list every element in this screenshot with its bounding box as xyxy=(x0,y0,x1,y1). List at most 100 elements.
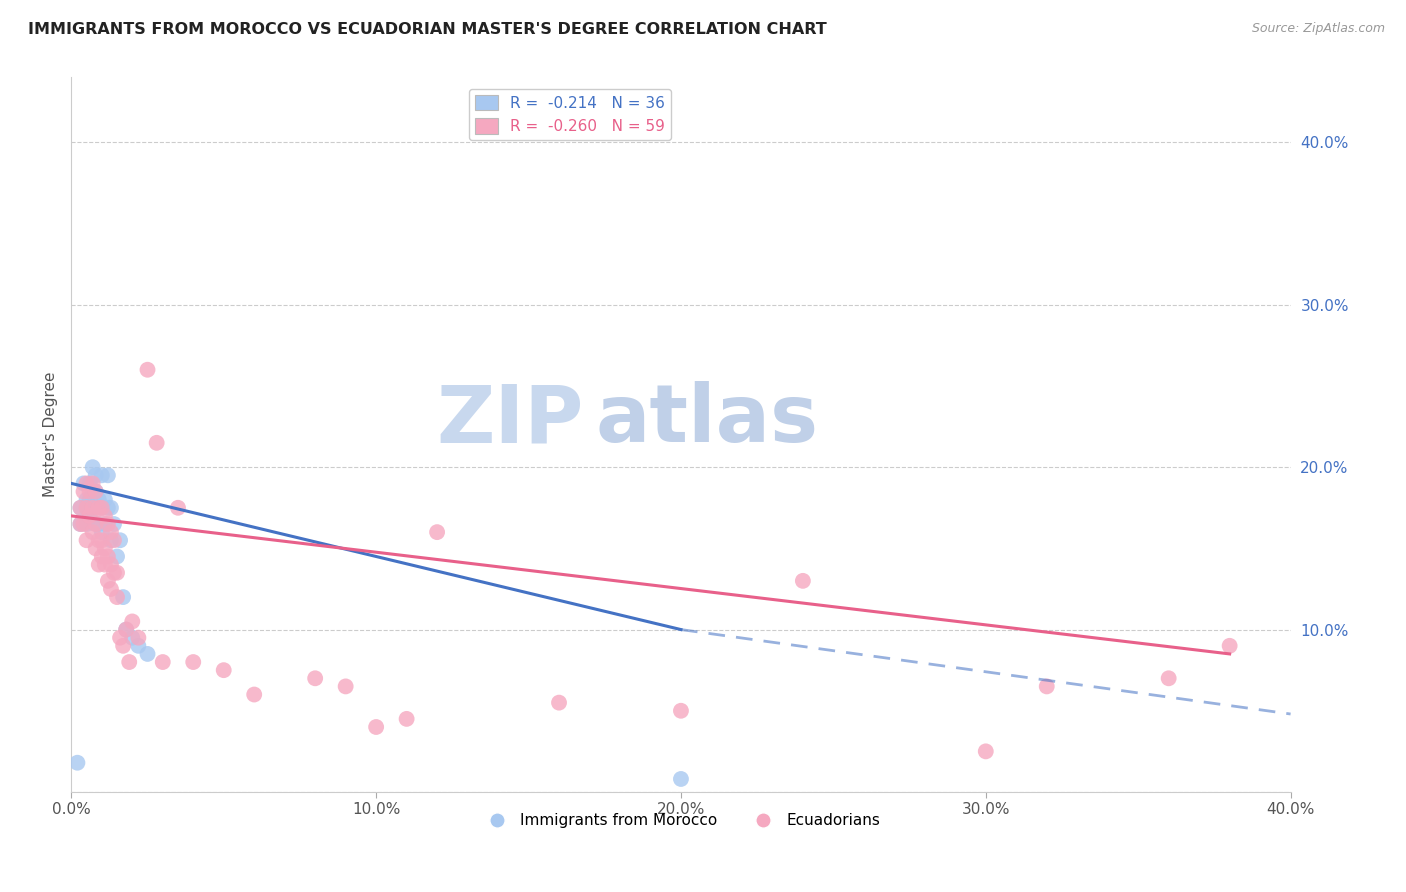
Point xyxy=(152,655,174,669)
Point xyxy=(121,615,143,629)
Point xyxy=(76,500,98,515)
Point xyxy=(90,549,112,564)
Point xyxy=(118,655,141,669)
Point xyxy=(66,756,89,770)
Point xyxy=(87,500,110,515)
Legend: Immigrants from Morocco, Ecuadorians: Immigrants from Morocco, Ecuadorians xyxy=(475,807,886,834)
Point xyxy=(76,500,98,515)
Point xyxy=(108,533,131,548)
Point xyxy=(82,484,104,499)
Point xyxy=(90,525,112,540)
Point xyxy=(90,500,112,515)
Point xyxy=(335,680,357,694)
Point xyxy=(127,639,149,653)
Point xyxy=(72,484,94,499)
Point xyxy=(136,647,159,661)
Point xyxy=(82,500,104,515)
Point xyxy=(97,516,120,531)
Point xyxy=(426,525,449,540)
Point xyxy=(669,704,692,718)
Point xyxy=(112,590,135,604)
Point xyxy=(84,468,107,483)
Point xyxy=(87,516,110,531)
Point xyxy=(181,655,204,669)
Point xyxy=(108,631,131,645)
Point xyxy=(548,696,571,710)
Point xyxy=(97,574,120,588)
Point xyxy=(79,492,101,507)
Point xyxy=(97,500,120,515)
Point xyxy=(105,549,128,564)
Point xyxy=(84,484,107,499)
Point xyxy=(100,558,122,572)
Point xyxy=(84,541,107,556)
Point xyxy=(304,671,326,685)
Point xyxy=(79,508,101,523)
Point xyxy=(84,516,107,531)
Point xyxy=(97,549,120,564)
Point xyxy=(974,744,997,758)
Point xyxy=(84,484,107,499)
Text: atlas: atlas xyxy=(596,382,818,459)
Point xyxy=(94,558,117,572)
Point xyxy=(103,533,125,548)
Point xyxy=(100,582,122,596)
Point xyxy=(1035,680,1057,694)
Point xyxy=(76,533,98,548)
Point xyxy=(100,533,122,548)
Point xyxy=(69,500,91,515)
Point xyxy=(76,476,98,491)
Point xyxy=(115,623,138,637)
Point xyxy=(395,712,418,726)
Point xyxy=(127,631,149,645)
Point xyxy=(82,500,104,515)
Point xyxy=(1219,639,1241,653)
Point xyxy=(90,468,112,483)
Point xyxy=(69,516,91,531)
Point xyxy=(112,639,135,653)
Point xyxy=(136,363,159,377)
Point xyxy=(366,720,388,734)
Point xyxy=(100,500,122,515)
Point xyxy=(94,508,117,523)
Point xyxy=(87,533,110,548)
Point xyxy=(90,500,112,515)
Point xyxy=(82,525,104,540)
Point xyxy=(87,558,110,572)
Point xyxy=(105,590,128,604)
Text: Source: ZipAtlas.com: Source: ZipAtlas.com xyxy=(1251,22,1385,36)
Point xyxy=(103,516,125,531)
Point xyxy=(79,476,101,491)
Point xyxy=(145,435,167,450)
Point xyxy=(82,476,104,491)
Point xyxy=(69,516,91,531)
Point xyxy=(212,663,235,677)
Text: IMMIGRANTS FROM MOROCCO VS ECUADORIAN MASTER'S DEGREE CORRELATION CHART: IMMIGRANTS FROM MOROCCO VS ECUADORIAN MA… xyxy=(28,22,827,37)
Point xyxy=(72,516,94,531)
Point xyxy=(82,460,104,475)
Point xyxy=(94,492,117,507)
Point xyxy=(167,500,190,515)
Point xyxy=(94,541,117,556)
Point xyxy=(243,688,266,702)
Point xyxy=(72,476,94,491)
Text: ZIP: ZIP xyxy=(436,382,583,459)
Point xyxy=(84,516,107,531)
Point xyxy=(115,623,138,637)
Point xyxy=(79,508,101,523)
Point xyxy=(105,566,128,580)
Point xyxy=(76,492,98,507)
Point xyxy=(669,772,692,786)
Point xyxy=(792,574,814,588)
Point xyxy=(1157,671,1180,685)
Point xyxy=(79,484,101,499)
Point xyxy=(87,492,110,507)
Point xyxy=(97,468,120,483)
Point xyxy=(69,500,91,515)
Point xyxy=(100,525,122,540)
Point xyxy=(94,516,117,531)
Point xyxy=(121,631,143,645)
Point xyxy=(90,533,112,548)
Point xyxy=(76,516,98,531)
Y-axis label: Master's Degree: Master's Degree xyxy=(44,372,58,498)
